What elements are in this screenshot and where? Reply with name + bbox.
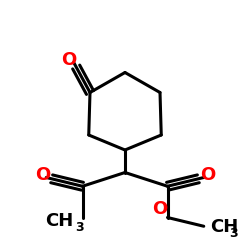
- Text: 3: 3: [75, 221, 84, 234]
- Text: CH: CH: [210, 218, 238, 236]
- Text: O: O: [35, 166, 50, 184]
- Text: CH: CH: [46, 212, 74, 230]
- Text: 3: 3: [229, 227, 237, 240]
- Text: O: O: [200, 166, 215, 184]
- Text: O: O: [152, 200, 168, 218]
- Text: O: O: [61, 51, 76, 69]
